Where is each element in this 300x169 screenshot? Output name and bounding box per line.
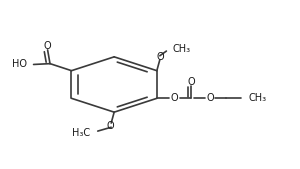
Text: O: O bbox=[170, 93, 178, 103]
Text: O: O bbox=[107, 121, 114, 131]
Text: O: O bbox=[157, 52, 164, 62]
Text: HO: HO bbox=[12, 59, 27, 69]
Text: O: O bbox=[206, 93, 214, 103]
Text: CH₃: CH₃ bbox=[248, 93, 267, 103]
Text: H₃C: H₃C bbox=[72, 128, 90, 138]
Text: CH₃: CH₃ bbox=[173, 44, 191, 54]
Text: O: O bbox=[188, 77, 195, 87]
Text: O: O bbox=[44, 41, 51, 51]
